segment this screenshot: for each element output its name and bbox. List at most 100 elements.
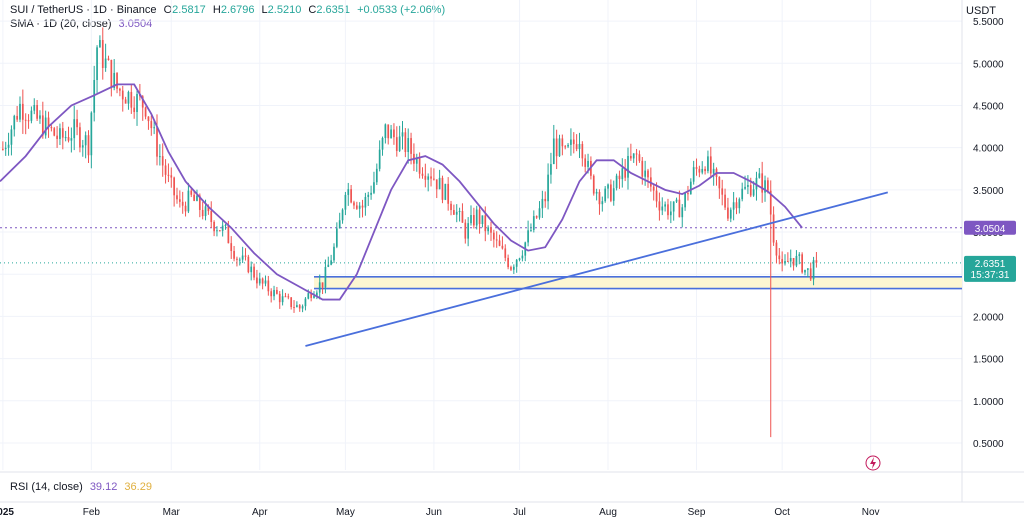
candle-body — [530, 229, 532, 231]
x-tick-label: Jul — [513, 507, 526, 518]
candle-body — [247, 256, 250, 273]
candle — [378, 140, 381, 172]
candle — [233, 245, 235, 262]
candle — [124, 96, 127, 104]
candle-body — [76, 119, 78, 128]
symbol-legend: SUI / TetherUS · 1D · Binance O2.5817 H2… — [10, 4, 445, 16]
candle — [56, 126, 58, 148]
candle-body — [475, 209, 478, 226]
candle-body — [795, 255, 798, 266]
candle — [684, 192, 686, 211]
x-tick-label: May — [336, 507, 355, 518]
candle — [298, 304, 301, 312]
candle-body — [64, 137, 67, 139]
candle — [447, 177, 450, 211]
candle-body — [244, 255, 247, 257]
candle-body — [512, 266, 515, 270]
candle — [572, 132, 575, 154]
candle — [287, 293, 290, 300]
candle — [473, 207, 475, 229]
candle-body — [498, 240, 501, 246]
candle — [433, 168, 435, 181]
candle — [358, 202, 361, 218]
candle-body — [684, 193, 686, 208]
candle — [250, 261, 253, 281]
candle-body — [293, 307, 295, 309]
candle-body — [21, 103, 24, 120]
candle-body — [355, 205, 358, 209]
candle — [84, 131, 87, 159]
candle — [618, 170, 621, 189]
candle-body — [338, 220, 341, 229]
candle-body — [176, 195, 178, 200]
candle-body — [104, 58, 107, 69]
candle-body — [727, 207, 729, 219]
candle — [504, 244, 507, 262]
candle — [647, 168, 649, 188]
candle-body — [547, 174, 549, 202]
candle-body — [119, 88, 121, 91]
candle-body — [213, 221, 215, 232]
candle-body — [447, 183, 450, 204]
y-tick-label: 5.0000 — [973, 59, 1004, 70]
candle — [775, 240, 778, 264]
candle-body — [644, 170, 646, 177]
last-price-badge-text: 2.6351 — [975, 259, 1006, 270]
candle-body — [732, 202, 735, 210]
candle — [692, 160, 695, 185]
candle-body — [330, 260, 332, 265]
change-value: +0.0533 (+2.06%) — [357, 4, 446, 16]
candle-body — [558, 138, 561, 157]
candle — [70, 127, 73, 153]
candle — [375, 163, 378, 185]
candle-body — [478, 209, 481, 225]
candle — [347, 182, 350, 206]
candle-body — [390, 129, 392, 139]
candle — [789, 249, 792, 268]
candle-body — [221, 225, 224, 231]
candle — [418, 152, 421, 179]
candle — [301, 304, 304, 313]
candle — [806, 268, 809, 278]
candle-body — [453, 210, 455, 215]
candle-body — [458, 211, 461, 213]
sma-price-badge — [964, 220, 1016, 235]
candle — [93, 65, 96, 122]
candle — [338, 212, 341, 229]
candle — [261, 277, 264, 290]
rsi-legend[interactable]: RSI (14, close) 39.12 36.29 — [10, 481, 152, 493]
candle — [512, 264, 515, 274]
candle-body — [672, 201, 675, 212]
candle-body — [747, 185, 749, 187]
candle-body — [127, 91, 130, 104]
candle-body — [481, 215, 484, 225]
candle-body — [635, 153, 638, 155]
candle — [350, 185, 352, 204]
candle — [384, 123, 387, 144]
candle-body — [415, 158, 418, 164]
symbol-name[interactable]: SUI / TetherUS · 1D · Binance — [10, 4, 157, 16]
currency-label[interactable]: USDT — [966, 5, 996, 17]
candle — [624, 159, 627, 182]
rsi-ma-value: 36.29 — [124, 481, 152, 493]
candle — [176, 187, 178, 204]
candle-body — [81, 145, 84, 148]
candle-body — [792, 258, 795, 266]
x-tick-label: Aug — [599, 507, 617, 518]
candle-body — [698, 168, 701, 173]
candle-body — [487, 227, 489, 232]
lightning-icon[interactable] — [865, 455, 881, 471]
candle — [7, 132, 10, 156]
candle — [495, 231, 498, 248]
candle — [1, 141, 4, 151]
candle-body — [27, 120, 30, 122]
candle-body — [495, 239, 498, 241]
candle — [104, 43, 107, 72]
candle-body — [544, 198, 547, 202]
candle-body — [310, 293, 313, 298]
candle-body — [764, 180, 766, 193]
candle — [795, 250, 798, 268]
candle-body — [236, 258, 238, 260]
candle — [664, 201, 666, 212]
